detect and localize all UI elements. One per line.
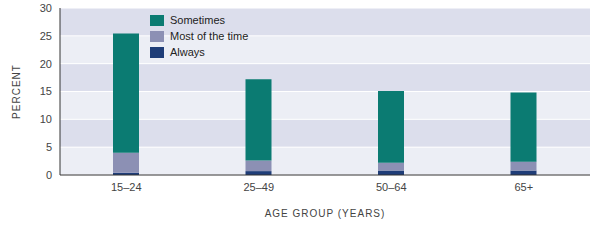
svg-text:0: 0 bbox=[46, 169, 52, 181]
svg-text:65+: 65+ bbox=[514, 181, 533, 193]
svg-text:10: 10 bbox=[40, 113, 52, 125]
svg-text:15: 15 bbox=[40, 85, 52, 97]
html-text:Most of the time: Most of the time bbox=[170, 30, 249, 42]
svg-text:5: 5 bbox=[46, 141, 52, 153]
svg-text:50–64: 50–64 bbox=[376, 181, 407, 193]
svg-text:PERCENT: PERCENT bbox=[11, 64, 22, 119]
svg-text:AGE GROUP (YEARS): AGE GROUP (YEARS) bbox=[265, 208, 386, 219]
html-text:Always: Always bbox=[170, 46, 205, 58]
svg-text:30: 30 bbox=[40, 2, 52, 14]
html-text:Sometimes: Sometimes bbox=[170, 14, 225, 26]
svg-text:25–49: 25–49 bbox=[243, 181, 274, 193]
svg-text:15–24: 15–24 bbox=[111, 181, 142, 193]
svg-text:25: 25 bbox=[40, 30, 52, 42]
svg-text:20: 20 bbox=[40, 58, 52, 70]
